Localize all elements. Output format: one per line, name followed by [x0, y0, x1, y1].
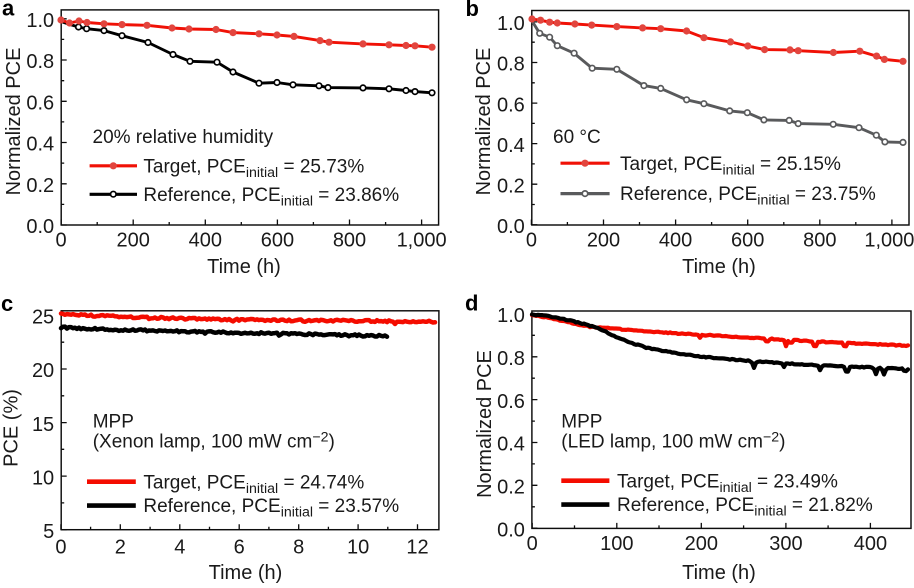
svg-text:4: 4: [174, 536, 185, 558]
svg-text:PCE (%): PCE (%): [1, 389, 23, 467]
svg-text:Normalized PCE: Normalized PCE: [473, 48, 495, 196]
svg-text:a: a: [2, 0, 15, 21]
svg-text:20: 20: [32, 360, 54, 382]
svg-text:0.2: 0.2: [497, 175, 525, 197]
svg-text:400: 400: [189, 229, 222, 251]
svg-text:Reference, PCEinitial = 23.86%: Reference, PCEinitial = 23.86%: [143, 185, 399, 210]
svg-text:0.6: 0.6: [26, 93, 54, 115]
svg-text:10: 10: [347, 536, 369, 558]
svg-text:15: 15: [32, 414, 54, 436]
svg-text:(Xenon lamp, 100 mW cm−2): (Xenon lamp, 100 mW cm−2): [93, 429, 335, 452]
svg-text:0.2: 0.2: [497, 477, 525, 499]
svg-text:1.0: 1.0: [497, 305, 525, 327]
svg-text:0.4: 0.4: [497, 434, 525, 456]
svg-text:0: 0: [55, 536, 66, 558]
svg-text:0.4: 0.4: [497, 135, 525, 157]
svg-text:MPP: MPP: [93, 411, 134, 432]
svg-text:Time (h): Time (h): [682, 256, 756, 278]
svg-text:100: 100: [600, 533, 633, 555]
svg-text:8: 8: [293, 536, 304, 558]
svg-text:60 °C: 60 °C: [553, 127, 601, 148]
svg-text:200: 200: [117, 229, 150, 251]
svg-text:0.0: 0.0: [497, 216, 525, 238]
svg-text:Target, PCEinitial = 23.49%: Target, PCEinitial = 23.49%: [617, 471, 838, 496]
svg-text:Reference, PCEinitial = 23.75%: Reference, PCEinitial = 23.75%: [620, 184, 876, 209]
svg-text:600: 600: [731, 229, 764, 251]
svg-text:(LED lamp, 100 mW cm−2): (LED lamp, 100 mW cm−2): [561, 429, 785, 452]
svg-text:300: 300: [769, 533, 802, 555]
svg-text:0.8: 0.8: [497, 54, 525, 76]
svg-text:0.2: 0.2: [26, 175, 54, 197]
svg-text:Reference, PCEinitial = 21.82%: Reference, PCEinitial = 21.82%: [617, 495, 873, 520]
svg-text:10: 10: [32, 467, 54, 489]
svg-text:0.6: 0.6: [497, 391, 525, 413]
svg-text:1,000: 1,000: [397, 229, 447, 251]
svg-text:c: c: [1, 291, 13, 316]
svg-text:Time (h): Time (h): [682, 562, 756, 584]
svg-text:Target, PCEinitial = 24.74%: Target, PCEinitial = 24.74%: [143, 472, 364, 497]
svg-text:MPP: MPP: [561, 411, 602, 432]
svg-text:d: d: [465, 291, 478, 316]
svg-text:0.4: 0.4: [26, 134, 54, 156]
svg-text:6: 6: [234, 536, 245, 558]
svg-text:400: 400: [659, 229, 692, 251]
svg-text:b: b: [466, 0, 479, 21]
svg-text:1,000: 1,000: [864, 229, 914, 251]
svg-text:2: 2: [115, 536, 126, 558]
svg-text:800: 800: [803, 229, 836, 251]
svg-text:0: 0: [56, 229, 67, 251]
svg-text:Normalized PCE: Normalized PCE: [474, 350, 496, 498]
svg-text:0: 0: [527, 533, 538, 555]
svg-text:0.0: 0.0: [26, 216, 54, 238]
svg-text:200: 200: [587, 229, 620, 251]
svg-text:800: 800: [333, 229, 366, 251]
svg-text:Time (h): Time (h): [207, 256, 281, 278]
svg-text:400: 400: [854, 533, 887, 555]
svg-text:0.6: 0.6: [497, 94, 525, 116]
svg-text:0: 0: [526, 229, 537, 251]
svg-text:Normalized PCE: Normalized PCE: [3, 48, 25, 196]
svg-text:0.8: 0.8: [26, 51, 54, 73]
svg-text:Reference, PCEinitial = 23.57%: Reference, PCEinitial = 23.57%: [143, 496, 399, 521]
svg-text:600: 600: [261, 229, 294, 251]
svg-text:5: 5: [43, 521, 54, 543]
svg-text:20% relative humidity: 20% relative humidity: [93, 127, 274, 148]
svg-text:25: 25: [32, 307, 54, 329]
svg-text:0.0: 0.0: [497, 519, 525, 541]
svg-text:200: 200: [685, 533, 718, 555]
svg-text:0.8: 0.8: [497, 348, 525, 370]
svg-text:12: 12: [406, 536, 428, 558]
svg-text:Time (h): Time (h): [209, 562, 283, 584]
svg-text:1.0: 1.0: [26, 10, 54, 32]
svg-text:1.0: 1.0: [497, 13, 525, 35]
